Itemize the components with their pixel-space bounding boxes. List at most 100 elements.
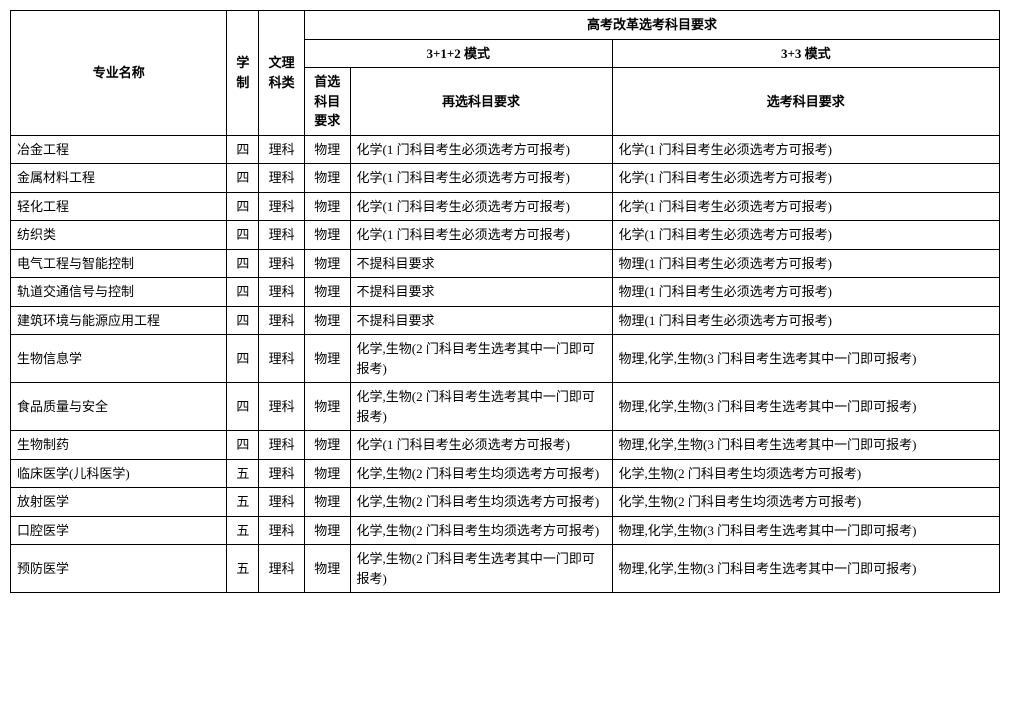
header-req33: 选考科目要求	[612, 68, 999, 136]
cell-primary: 物理	[304, 383, 350, 431]
table-row: 预防医学五理科物理化学,生物(2 门科目考生选考其中一门即可报考)物理,化学,生…	[11, 545, 1000, 593]
cell-primary: 物理	[304, 545, 350, 593]
table-row: 放射医学五理科物理化学,生物(2 门科目考生均须选考方可报考)化学,生物(2 门…	[11, 488, 1000, 517]
cell-duration: 五	[227, 459, 259, 488]
cell-primary: 物理	[304, 306, 350, 335]
cell-req33: 化学(1 门科目考生必须选考方可报考)	[612, 221, 999, 250]
cell-secondary: 不提科目要求	[350, 278, 612, 307]
cell-primary: 物理	[304, 488, 350, 517]
cell-secondary: 化学,生物(2 门科目考生选考其中一门即可报考)	[350, 545, 612, 593]
cell-req33: 物理,化学,生物(3 门科目考生选考其中一门即可报考)	[612, 335, 999, 383]
table-row: 临床医学(儿科医学)五理科物理化学,生物(2 门科目考生均须选考方可报考)化学,…	[11, 459, 1000, 488]
cell-duration: 四	[227, 135, 259, 164]
cell-major: 轻化工程	[11, 192, 227, 221]
cell-primary: 物理	[304, 164, 350, 193]
cell-major: 临床医学(儿科医学)	[11, 459, 227, 488]
cell-primary: 物理	[304, 249, 350, 278]
table-row: 电气工程与智能控制四理科物理不提科目要求物理(1 门科目考生必须选考方可报考)	[11, 249, 1000, 278]
cell-category: 理科	[259, 545, 305, 593]
cell-major: 冶金工程	[11, 135, 227, 164]
cell-primary: 物理	[304, 221, 350, 250]
cell-duration: 四	[227, 192, 259, 221]
header-reform: 高考改革选考科目要求	[304, 11, 999, 40]
cell-major: 纺织类	[11, 221, 227, 250]
header-category: 文理科类	[259, 11, 305, 136]
table-row: 建筑环境与能源应用工程四理科物理不提科目要求物理(1 门科目考生必须选考方可报考…	[11, 306, 1000, 335]
cell-primary: 物理	[304, 516, 350, 545]
table-row: 冶金工程四理科物理化学(1 门科目考生必须选考方可报考)化学(1 门科目考生必须…	[11, 135, 1000, 164]
header-primary: 首选科目要求	[304, 68, 350, 136]
cell-secondary: 化学(1 门科目考生必须选考方可报考)	[350, 164, 612, 193]
cell-major: 生物制药	[11, 431, 227, 460]
table-body: 冶金工程四理科物理化学(1 门科目考生必须选考方可报考)化学(1 门科目考生必须…	[11, 135, 1000, 593]
table-row: 口腔医学五理科物理化学,生物(2 门科目考生均须选考方可报考)物理,化学,生物(…	[11, 516, 1000, 545]
cell-secondary: 化学(1 门科目考生必须选考方可报考)	[350, 431, 612, 460]
cell-duration: 四	[227, 383, 259, 431]
cell-major: 放射医学	[11, 488, 227, 517]
header-mode33: 3+3 模式	[612, 39, 999, 68]
requirements-table: 专业名称 学制 文理科类 高考改革选考科目要求 3+1+2 模式 3+3 模式 …	[10, 10, 1000, 593]
cell-duration: 四	[227, 221, 259, 250]
cell-secondary: 化学,生物(2 门科目考生均须选考方可报考)	[350, 516, 612, 545]
cell-duration: 四	[227, 164, 259, 193]
cell-duration: 四	[227, 431, 259, 460]
cell-secondary: 不提科目要求	[350, 249, 612, 278]
cell-req33: 物理,化学,生物(3 门科目考生选考其中一门即可报考)	[612, 431, 999, 460]
cell-category: 理科	[259, 335, 305, 383]
cell-major: 金属材料工程	[11, 164, 227, 193]
cell-primary: 物理	[304, 192, 350, 221]
cell-duration: 四	[227, 335, 259, 383]
cell-category: 理科	[259, 459, 305, 488]
table-row: 生物信息学四理科物理化学,生物(2 门科目考生选考其中一门即可报考)物理,化学,…	[11, 335, 1000, 383]
cell-primary: 物理	[304, 278, 350, 307]
cell-req33: 物理,化学,生物(3 门科目考生选考其中一门即可报考)	[612, 516, 999, 545]
cell-duration: 四	[227, 306, 259, 335]
cell-secondary: 化学(1 门科目考生必须选考方可报考)	[350, 192, 612, 221]
cell-secondary: 化学,生物(2 门科目考生均须选考方可报考)	[350, 488, 612, 517]
cell-req33: 化学,生物(2 门科目考生均须选考方可报考)	[612, 459, 999, 488]
cell-category: 理科	[259, 488, 305, 517]
header-duration: 学制	[227, 11, 259, 136]
cell-primary: 物理	[304, 431, 350, 460]
table-header: 专业名称 学制 文理科类 高考改革选考科目要求 3+1+2 模式 3+3 模式 …	[11, 11, 1000, 136]
cell-req33: 化学(1 门科目考生必须选考方可报考)	[612, 135, 999, 164]
cell-req33: 化学(1 门科目考生必须选考方可报考)	[612, 164, 999, 193]
cell-req33: 化学,生物(2 门科目考生均须选考方可报考)	[612, 488, 999, 517]
cell-category: 理科	[259, 383, 305, 431]
cell-major: 电气工程与智能控制	[11, 249, 227, 278]
cell-primary: 物理	[304, 459, 350, 488]
table-row: 轨道交通信号与控制四理科物理不提科目要求物理(1 门科目考生必须选考方可报考)	[11, 278, 1000, 307]
cell-secondary: 化学,生物(2 门科目考生均须选考方可报考)	[350, 459, 612, 488]
cell-duration: 五	[227, 488, 259, 517]
table-row: 纺织类四理科物理化学(1 门科目考生必须选考方可报考)化学(1 门科目考生必须选…	[11, 221, 1000, 250]
cell-category: 理科	[259, 306, 305, 335]
cell-major: 建筑环境与能源应用工程	[11, 306, 227, 335]
cell-req33: 化学(1 门科目考生必须选考方可报考)	[612, 192, 999, 221]
cell-duration: 四	[227, 278, 259, 307]
cell-category: 理科	[259, 135, 305, 164]
cell-category: 理科	[259, 278, 305, 307]
header-major: 专业名称	[11, 11, 227, 136]
table-row: 生物制药四理科物理化学(1 门科目考生必须选考方可报考)物理,化学,生物(3 门…	[11, 431, 1000, 460]
cell-major: 食品质量与安全	[11, 383, 227, 431]
cell-category: 理科	[259, 431, 305, 460]
cell-major: 轨道交通信号与控制	[11, 278, 227, 307]
cell-secondary: 化学,生物(2 门科目考生选考其中一门即可报考)	[350, 335, 612, 383]
cell-category: 理科	[259, 516, 305, 545]
cell-category: 理科	[259, 249, 305, 278]
header-mode312: 3+1+2 模式	[304, 39, 612, 68]
cell-secondary: 化学(1 门科目考生必须选考方可报考)	[350, 135, 612, 164]
cell-req33: 物理(1 门科目考生必须选考方可报考)	[612, 306, 999, 335]
table-row: 轻化工程四理科物理化学(1 门科目考生必须选考方可报考)化学(1 门科目考生必须…	[11, 192, 1000, 221]
header-secondary: 再选科目要求	[350, 68, 612, 136]
cell-major: 口腔医学	[11, 516, 227, 545]
cell-category: 理科	[259, 164, 305, 193]
cell-major: 预防医学	[11, 545, 227, 593]
table-row: 金属材料工程四理科物理化学(1 门科目考生必须选考方可报考)化学(1 门科目考生…	[11, 164, 1000, 193]
cell-req33: 物理,化学,生物(3 门科目考生选考其中一门即可报考)	[612, 383, 999, 431]
cell-req33: 物理(1 门科目考生必须选考方可报考)	[612, 278, 999, 307]
table-row: 食品质量与安全四理科物理化学,生物(2 门科目考生选考其中一门即可报考)物理,化…	[11, 383, 1000, 431]
cell-primary: 物理	[304, 335, 350, 383]
cell-secondary: 化学,生物(2 门科目考生选考其中一门即可报考)	[350, 383, 612, 431]
cell-secondary: 不提科目要求	[350, 306, 612, 335]
